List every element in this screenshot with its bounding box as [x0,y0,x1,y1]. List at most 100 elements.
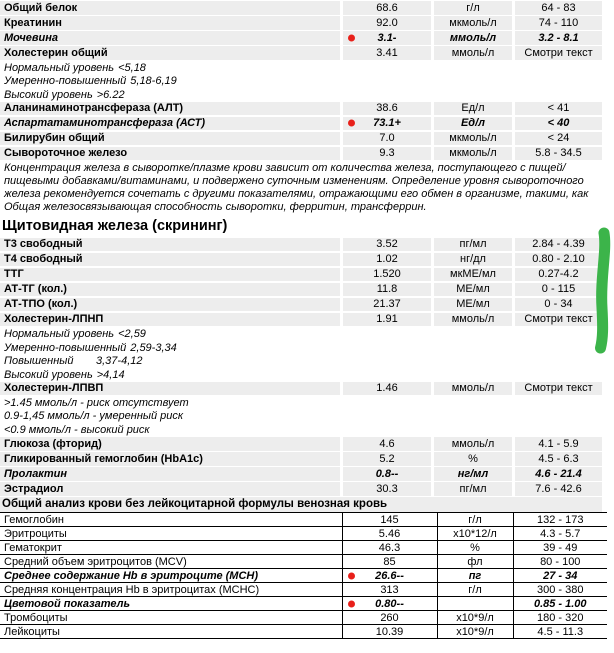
result-value: 92.0 [343,16,431,30]
subline-value: >4,14 [96,368,125,381]
table-row: Холестерин общий 3.41 ммоль/л Смотри текст [0,46,602,60]
unit-label: г/л [434,1,512,15]
subline-label: Умеренно-повышенный [4,75,127,88]
risk-note-line: 0.9-1,45 ммоль/л - умеренный риск [4,410,184,423]
reference-range: 300 - 380 [512,582,607,597]
reference-subline: Нормальный уровень <2,59 [0,328,614,342]
analyte-name: Гемоглобин [0,512,342,527]
unit-label: % [436,540,513,555]
unit-label: нг/мл [434,467,512,481]
table-row: Холестерин-ЛПНП 1.91 ммоль/л Смотри текст [0,312,602,327]
table-row: Среднее содержание Hb в эритроците (MCH)… [0,568,607,583]
table-row: Эстрадиол 30.3 пг/мл 7.6 - 42.6 [0,482,602,496]
unit-label: г/л [436,582,513,597]
result-value: 0.8-- [343,467,431,481]
unit-label: фл [436,554,513,569]
cbc-table: Гемоглобин 145 г/л 132 - 173 Эритроциты 5.46 х… [0,512,607,640]
analyte-name: Пролактин [0,467,340,481]
unit-label: ммоль/л [434,437,512,451]
result-value: 7.0 [343,131,431,145]
reference-subline: Умеренно-повышенный 5,18-6,19 [0,75,614,89]
table-row: Средний объем эритроцитов (MCV) 85 фл 80 - … [0,554,607,569]
unit-label: мкмоль/л [434,16,512,30]
unit-label: пг [436,568,513,583]
reference-range: 27 - 34 [512,568,607,583]
table-row: Мочевина 3.1- ммоль/л 3.2 - 8.1 [0,31,602,45]
unit-label: нг/дл [434,252,512,267]
result-value: 9.3 [343,146,431,160]
unit-label: ммоль/л [434,31,512,45]
subline-label: Повышенный [4,355,74,368]
result-value: 313 [341,582,437,597]
result-value: 0.80-- [341,596,437,611]
unit-label: МЕ/мл [434,297,512,312]
table-row: Гемоглобин 145 г/л 132 - 173 [0,512,607,527]
reference-range: 4.5 - 6.3 [515,452,602,466]
result-value: 85 [341,554,437,569]
reference-range: 3.2 - 8.1 [515,31,602,45]
reference-range: 4.3 - 5.7 [512,526,607,541]
unit-label: Ед/л [434,116,512,130]
reference-subline: Высокий уровень >4,14 [0,368,614,382]
result-value: 1.91 [343,312,431,327]
result-value: 3.41 [343,46,431,60]
result-value: 10.39 [341,624,437,640]
reference-range: < 41 [515,101,602,115]
unit-label: пг/мл [434,237,512,252]
analyte-name: Общий белок [0,1,340,15]
result-value: 4.6 [343,437,431,451]
table-row: Пролактин 0.8-- нг/мл 4.6 - 21.4 [0,467,602,481]
table-row: ТТГ 1.520 мкМЕ/мл 0.27-4.2 [0,267,602,282]
reference-range: 2.84 - 4.39 [515,237,602,252]
table-row: Сывороточное железо 9.3 мкмоль/л 5.8 - 34.5 [0,146,602,160]
abnormal-dot-icon [348,119,355,127]
table-row: Аланинаминотрансфераза (АЛТ) 38.6 Ед/л < 41 [0,101,602,115]
abnormal-dot-icon [348,34,355,42]
unit-label: % [434,452,512,466]
analyte-name: Тромбоциты [0,610,342,625]
subline-value: <2,59 [118,328,146,341]
analyte-name: Аспартатаминотрансфераза (АСТ) [0,116,340,130]
analyte-name: Т4 свободный [0,252,340,267]
result-value: 21.37 [343,297,431,312]
table-row: Тромбоциты 260 х10*9/л 180 - 320 [0,610,607,625]
analyte-name: Т3 свободный [0,237,340,252]
table-row: Средняя концентрация Hb в эритроцитах (M… [0,582,607,597]
abnormal-dot-icon [347,572,355,580]
reference-range: Смотри текст [515,46,602,60]
reference-range: Смотри текст [515,312,602,327]
result-value: 145 [341,512,437,527]
table-row: Холестерин-ЛПВП 1.46 ммоль/л Смотри текст [0,381,602,396]
risk-note-line: >1.45 ммоль/л - риск отсутствует [4,396,189,409]
table-row: Цветовой показатель 0.80-- 0.85 - 1.00 [0,596,607,611]
analyte-name: Среднее содержание Hb в эритроците (MCH) [0,568,342,583]
reference-range: 4.5 - 11.3 [512,624,607,640]
table-row: Билирубин общий 7.0 мкмоль/л < 24 [0,131,602,145]
unit-label: мкмоль/л [434,146,512,160]
analyte-name: АТ-ТПО (кол.) [0,297,340,312]
table-row: Гликированный гемоглобин (HbA1c) 5.2% 4.5 … [0,452,602,466]
table-row: Лейкоциты 10.39 х10*9/л 4.5 - 11.3 [0,624,607,640]
result-value: 68.6 [343,1,431,15]
analyte-name: Аланинаминотрансфераза (АЛТ) [0,101,340,115]
result-value: 5.46 [341,526,437,541]
table-row: Т3 свободный 3.52 пг/мл 2.84 - 4.39 [0,237,602,252]
subline-value: 3,37-4,12 [96,355,143,368]
analyte-name: Сывороточное железо [0,146,340,160]
reference-range: Смотри текст [515,381,602,396]
result-value: 1.02 [343,252,431,267]
analyte-name: Средняя концентрация Hb в эритроцитах (M… [0,582,342,597]
reference-range: 0 - 34 [515,297,602,312]
unit-label: х10*9/л [436,624,513,640]
table-row: АТ-ТГ (кол.) 11.8 МЕ/мл 0 - 115 [0,282,602,297]
subline-label: Нормальный уровень [4,328,115,341]
reference-subline: Высокий уровень >6.22 [0,88,614,102]
unit-label: пг/мл [434,482,512,496]
table-row: Глюкоза (фторид) 4.6 ммоль/л 4.1 - 5.9 [0,437,602,451]
section-header: Общий анализ крови без лейкоцитарной фор… [0,497,602,513]
reference-subline: Умеренно-повышенный 2,59-3,34 [0,341,614,355]
subline-label: Высокий уровень [4,88,93,101]
unit-label: Ед/л [434,101,512,115]
unit-label: ммоль/л [434,312,512,327]
